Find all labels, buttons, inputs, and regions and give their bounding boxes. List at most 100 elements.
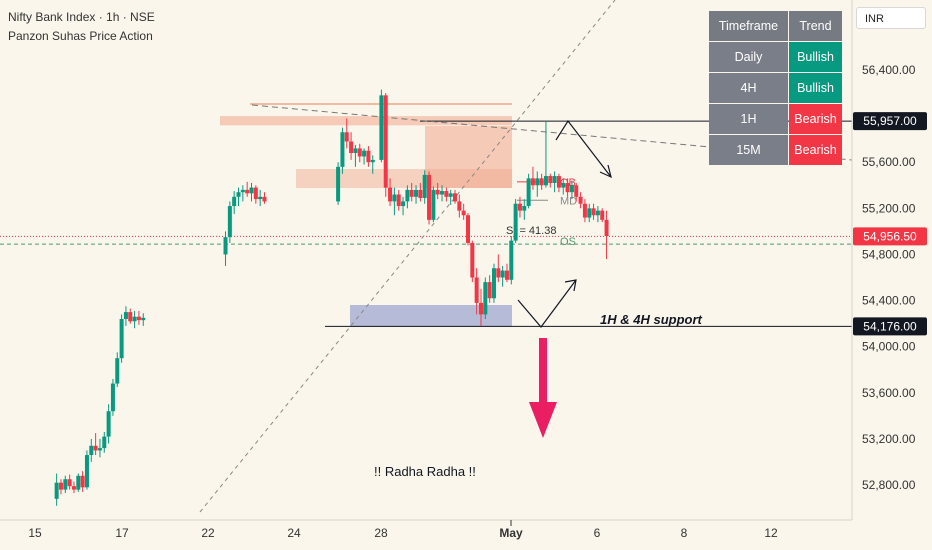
trend-table-header-trend: Trend	[789, 11, 842, 41]
candle-body	[569, 185, 574, 193]
candle-body	[115, 358, 120, 384]
candle	[448, 189, 453, 205]
price-label: 54,956.50	[853, 227, 927, 246]
candle-body	[487, 282, 492, 299]
candle	[444, 187, 449, 202]
candle	[63, 475, 68, 494]
price-label-text: 54,176.00	[863, 319, 917, 333]
candle-body	[392, 194, 397, 202]
candle	[249, 182, 254, 202]
candle-body	[474, 277, 479, 303]
candle-body	[58, 482, 63, 490]
candle-body	[245, 189, 250, 194]
candle	[461, 203, 466, 220]
candle-body	[63, 479, 68, 490]
candle-body	[491, 268, 496, 299]
y-tick-label: 54,400.00	[862, 294, 916, 308]
candle	[89, 438, 94, 462]
candle	[513, 199, 518, 243]
candle	[141, 313, 146, 326]
candle-body	[509, 240, 514, 280]
candle-body	[340, 132, 345, 167]
candle-body	[595, 210, 600, 216]
candle	[526, 173, 531, 209]
candle	[466, 212, 470, 246]
candle	[574, 182, 579, 202]
candle-body	[128, 312, 133, 322]
candle-body	[466, 215, 470, 243]
candle	[474, 268, 479, 315]
candle	[110, 378, 115, 416]
supply-zone-ob	[425, 126, 512, 188]
candle	[84, 450, 89, 490]
currency-selector[interactable]: INR	[856, 7, 926, 29]
price-label-text: 55,957.00	[863, 114, 917, 128]
candle-body	[370, 159, 375, 163]
candle	[569, 180, 574, 200]
candle-body	[526, 178, 531, 207]
candle	[587, 203, 592, 223]
candle	[362, 148, 367, 165]
candle-body	[383, 95, 388, 188]
candle-body	[388, 187, 393, 202]
candle	[123, 306, 128, 326]
candle	[561, 178, 566, 195]
candle	[344, 118, 349, 149]
candle-body	[552, 176, 557, 183]
candle-body	[440, 191, 445, 195]
candle	[600, 208, 605, 223]
candle-body	[405, 189, 410, 202]
x-tick-label: 17	[115, 526, 129, 540]
candle	[483, 277, 488, 319]
candle	[504, 263, 509, 283]
candle	[409, 182, 414, 202]
candle-body	[253, 187, 258, 200]
price-label-bg	[853, 227, 927, 246]
arrowhead-down	[599, 164, 612, 179]
candle-body	[504, 270, 509, 280]
trend-row-timeframe: Daily	[709, 42, 788, 72]
candle	[453, 189, 458, 204]
y-tick-label: 55,600.00	[862, 155, 916, 169]
candle-body	[470, 242, 475, 278]
candle	[102, 431, 107, 453]
candle	[604, 210, 609, 260]
candle-body	[500, 270, 505, 278]
indicator-name: Panzon Suhas Price Action	[8, 29, 153, 43]
candle-body	[530, 178, 535, 186]
candle-body	[396, 194, 401, 207]
candle-body	[574, 185, 579, 197]
candle-body	[522, 206, 527, 211]
candle-body	[106, 411, 111, 437]
candle	[478, 289, 483, 326]
y-tick-label: 52,800.00	[862, 478, 916, 492]
candle-body	[418, 189, 423, 198]
candle-body	[422, 174, 427, 198]
candle-body	[357, 148, 362, 157]
candle-body	[349, 141, 354, 153]
price-label-bg	[853, 317, 927, 336]
candle-body	[578, 196, 583, 204]
candle-body	[227, 206, 232, 238]
x-tick-label: 12	[764, 526, 778, 540]
candle	[236, 187, 241, 207]
price-label: 55,957.00	[853, 112, 927, 131]
candle	[370, 155, 375, 174]
os-label: OS	[560, 236, 576, 248]
price-label-text: 54,956.50	[863, 229, 917, 243]
candle	[440, 185, 445, 202]
candle-body	[561, 182, 566, 188]
candle-body	[548, 176, 553, 183]
candle-body	[102, 436, 107, 449]
candle	[119, 314, 124, 363]
candle-body	[556, 176, 561, 188]
candle	[565, 178, 570, 197]
projection-path-up	[517, 279, 577, 328]
candle-body	[344, 132, 349, 142]
candle	[530, 166, 535, 190]
candle-body	[448, 193, 453, 197]
candle-body	[539, 178, 544, 186]
candle-body	[582, 203, 587, 218]
